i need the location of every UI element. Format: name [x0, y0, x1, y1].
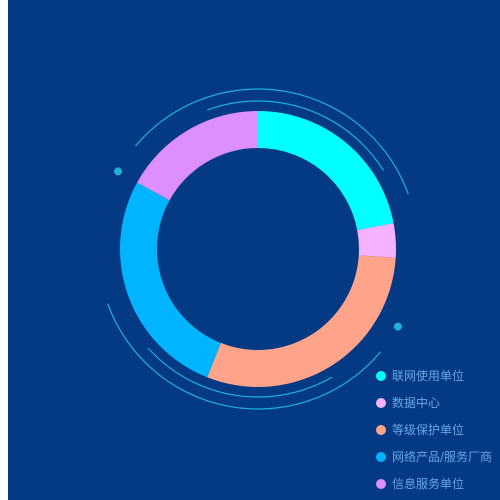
legend-marker-icon: [376, 370, 386, 381]
legend-item[interactable]: 联网使用单位: [376, 362, 500, 389]
legend-item[interactable]: 网络产品/服务厂商: [376, 443, 500, 470]
chart-panel: [8, 0, 500, 500]
arc-end-dot-right: [393, 322, 402, 331]
donut-slice-5[interactable]: [137, 110, 258, 201]
legend-marker-icon: [376, 478, 386, 489]
arc-end-dot-left: [114, 167, 123, 176]
inner-arc-top: [207, 100, 385, 171]
legend-label: 信息服务单位: [392, 477, 465, 491]
legend-marker-icon: [376, 424, 386, 435]
legend-item[interactable]: 数据中心: [376, 389, 500, 416]
legend-label: 等级保护单位: [392, 423, 465, 437]
donut-slice-3[interactable]: [207, 255, 396, 387]
inner-arc-bottom: [147, 347, 333, 398]
legend-label: 数据中心: [392, 396, 441, 410]
outer-arc-top: [134, 88, 409, 195]
legend-item[interactable]: 信息服务单位: [376, 470, 500, 497]
donut-slice-1[interactable]: [258, 111, 394, 231]
legend-label: 网络产品/服务厂商: [392, 450, 493, 464]
donut-slice-4[interactable]: [119, 182, 221, 378]
decorative-rings: [107, 88, 409, 410]
legend-marker-icon: [376, 451, 386, 462]
chart-legend: 联网使用单位 数据中心等级保护单位网络产品/服务厂商 信息服务单位: [376, 362, 500, 497]
outer-arc-bottom: [107, 303, 382, 410]
donut-slices: [119, 110, 396, 387]
legend-label: 联网使用单位: [392, 369, 465, 383]
donut-slice-2[interactable]: [357, 223, 396, 258]
legend-item[interactable]: 等级保护单位: [376, 416, 500, 443]
legend-marker-icon: [376, 397, 386, 408]
